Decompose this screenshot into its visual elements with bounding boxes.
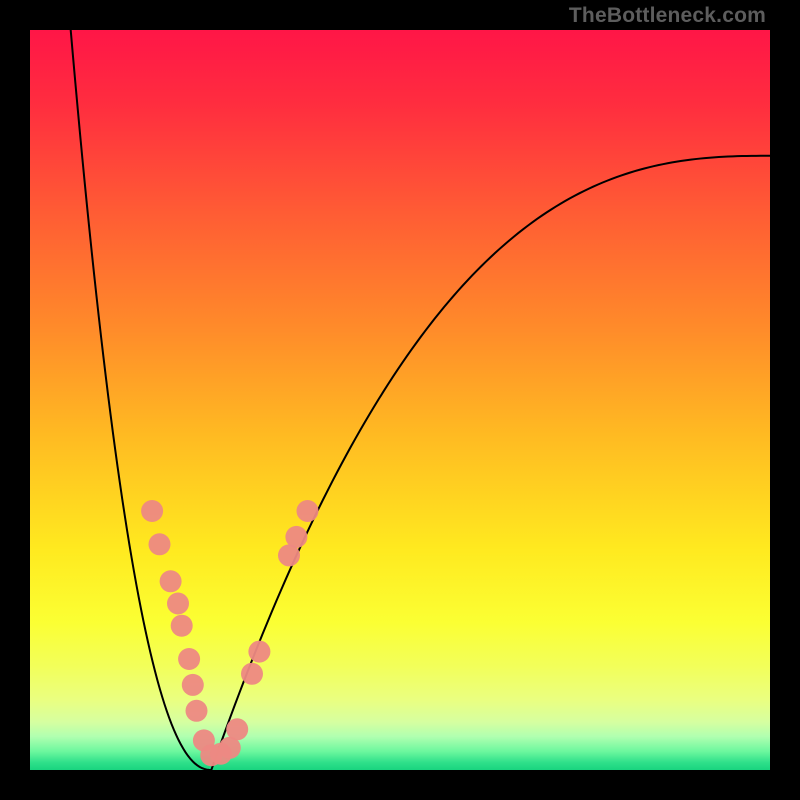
curve-marker	[241, 663, 263, 685]
plot-area	[30, 30, 770, 770]
curve-marker	[171, 615, 193, 637]
curve-marker	[226, 718, 248, 740]
curve-marker	[248, 641, 270, 663]
curve-marker	[297, 500, 319, 522]
watermark-text: TheBottleneck.com	[569, 4, 766, 28]
curve-marker	[186, 700, 208, 722]
bottleneck-curve	[30, 30, 770, 770]
curve-marker	[167, 593, 189, 615]
curve-marker	[141, 500, 163, 522]
curve-marker	[182, 674, 204, 696]
curve-marker	[178, 648, 200, 670]
curve-marker	[160, 570, 182, 592]
chart-frame: TheBottleneck.com	[0, 0, 800, 800]
curve-marker	[149, 533, 171, 555]
curve-marker	[285, 526, 307, 548]
